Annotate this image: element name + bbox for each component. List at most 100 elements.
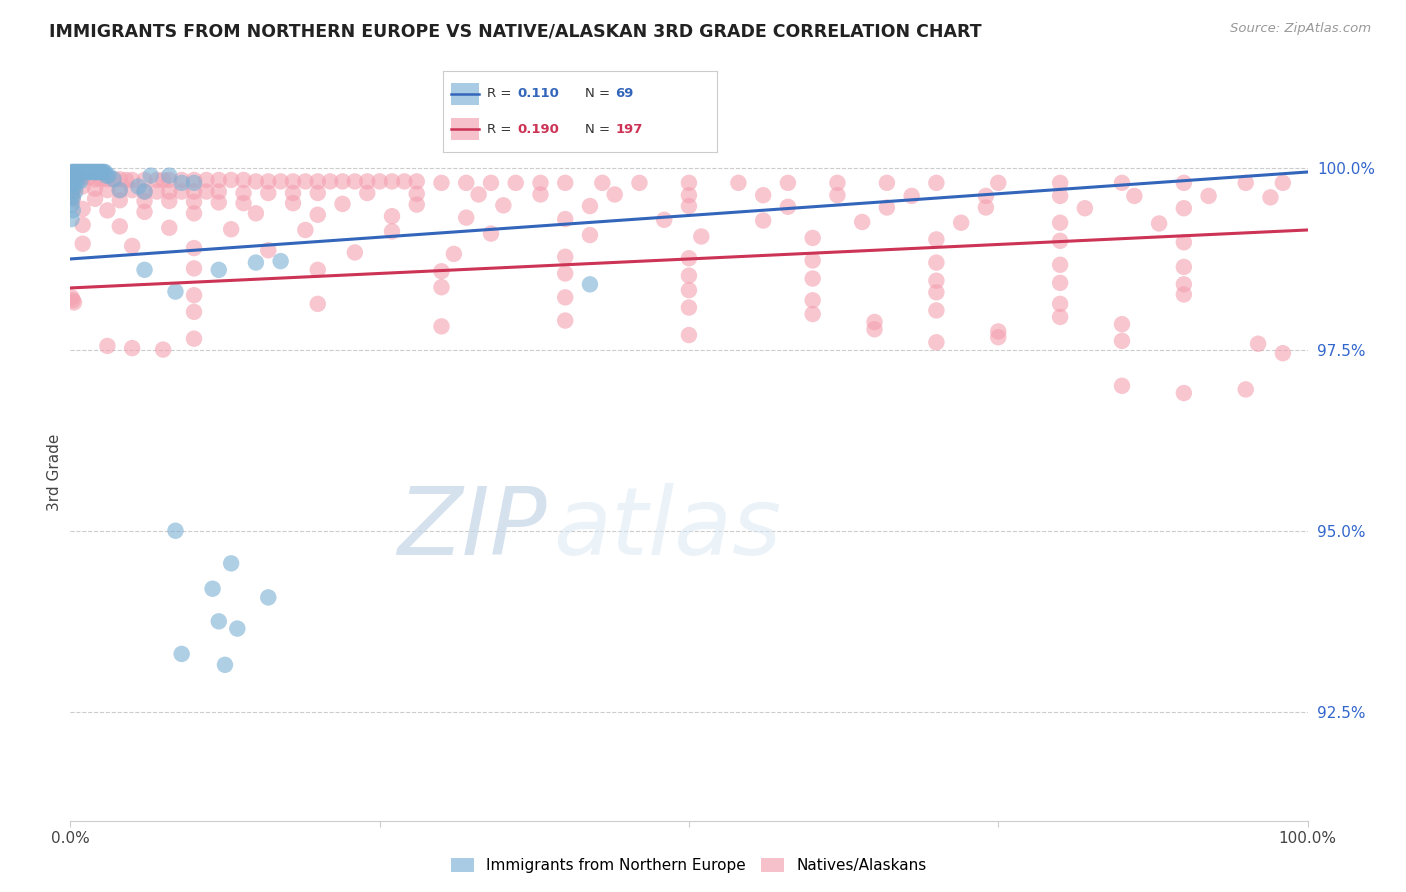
Point: [1198, 189, 1220, 203]
Point: [257, 174, 280, 188]
Point: [183, 288, 205, 302]
Point: [827, 188, 849, 202]
Point: [170, 173, 193, 187]
Point: [1049, 176, 1071, 190]
Point: [84, 192, 107, 206]
Point: [84, 182, 107, 196]
Point: [257, 186, 280, 200]
Point: [62, 182, 84, 196]
Point: [115, 173, 138, 187]
Point: [467, 187, 489, 202]
Point: [405, 186, 427, 201]
Point: [678, 199, 700, 213]
Point: [925, 274, 948, 288]
Point: [690, 229, 713, 244]
Point: [232, 196, 254, 211]
Point: [678, 176, 700, 190]
Point: [65, 185, 87, 199]
Point: [443, 247, 465, 261]
Point: [678, 301, 700, 315]
Text: N =: N =: [585, 123, 614, 136]
Point: [381, 209, 404, 223]
Point: [801, 307, 824, 321]
Point: [96, 203, 118, 218]
Point: [183, 332, 205, 346]
Point: [96, 169, 118, 183]
Point: [876, 176, 898, 190]
Point: [89, 165, 111, 179]
Point: [75, 165, 97, 179]
Point: [96, 172, 118, 186]
Point: [108, 183, 131, 197]
Point: [343, 245, 366, 260]
Point: [108, 172, 131, 186]
Point: [60, 212, 83, 227]
Point: [554, 176, 576, 190]
Point: [430, 264, 453, 278]
Point: [294, 223, 316, 237]
Point: [1111, 317, 1133, 331]
Point: [1111, 379, 1133, 393]
Text: N =: N =: [585, 87, 614, 100]
Point: [950, 216, 973, 230]
Text: R =: R =: [486, 123, 516, 136]
Point: [195, 173, 218, 187]
Point: [170, 647, 193, 661]
Point: [281, 174, 304, 188]
Point: [134, 173, 156, 187]
Point: [72, 236, 94, 251]
Point: [456, 176, 478, 190]
Point: [1049, 216, 1071, 230]
Point: [63, 178, 86, 192]
Point: [90, 165, 112, 179]
Point: [579, 277, 602, 292]
Point: [97, 169, 120, 183]
Point: [67, 165, 90, 179]
Point: [63, 165, 86, 179]
Point: [84, 172, 107, 186]
Point: [72, 165, 94, 179]
Point: [678, 268, 700, 283]
Point: [165, 285, 187, 299]
Point: [75, 165, 97, 179]
Point: [208, 173, 231, 187]
Point: [201, 582, 224, 596]
Point: [165, 524, 187, 538]
Point: [134, 185, 156, 199]
Point: [157, 194, 180, 208]
Text: 69: 69: [616, 87, 634, 100]
Point: [91, 165, 114, 179]
Point: [93, 165, 115, 179]
Point: [554, 250, 576, 264]
Point: [62, 165, 84, 179]
Point: [70, 165, 93, 179]
Point: [245, 174, 267, 188]
Point: [900, 189, 922, 203]
Point: [94, 165, 117, 179]
Point: [579, 228, 602, 243]
Point: [77, 170, 100, 185]
Point: [752, 213, 775, 227]
Point: [827, 176, 849, 190]
Point: [925, 232, 948, 246]
Point: [270, 174, 292, 188]
Legend: Immigrants from Northern Europe, Natives/Alaskans: Immigrants from Northern Europe, Natives…: [446, 852, 932, 880]
Point: [170, 185, 193, 199]
Point: [96, 183, 118, 197]
Point: [281, 186, 304, 200]
Point: [456, 211, 478, 225]
Point: [219, 222, 242, 236]
Point: [343, 174, 366, 188]
Point: [134, 194, 156, 208]
Point: [65, 174, 87, 188]
Point: [1234, 383, 1257, 397]
Point: [183, 241, 205, 255]
Point: [62, 182, 84, 196]
Point: [1147, 217, 1170, 231]
Point: [170, 176, 193, 190]
Point: [925, 335, 948, 350]
Point: [62, 172, 84, 186]
Point: [281, 196, 304, 211]
Point: [863, 322, 886, 336]
Point: [108, 219, 131, 234]
